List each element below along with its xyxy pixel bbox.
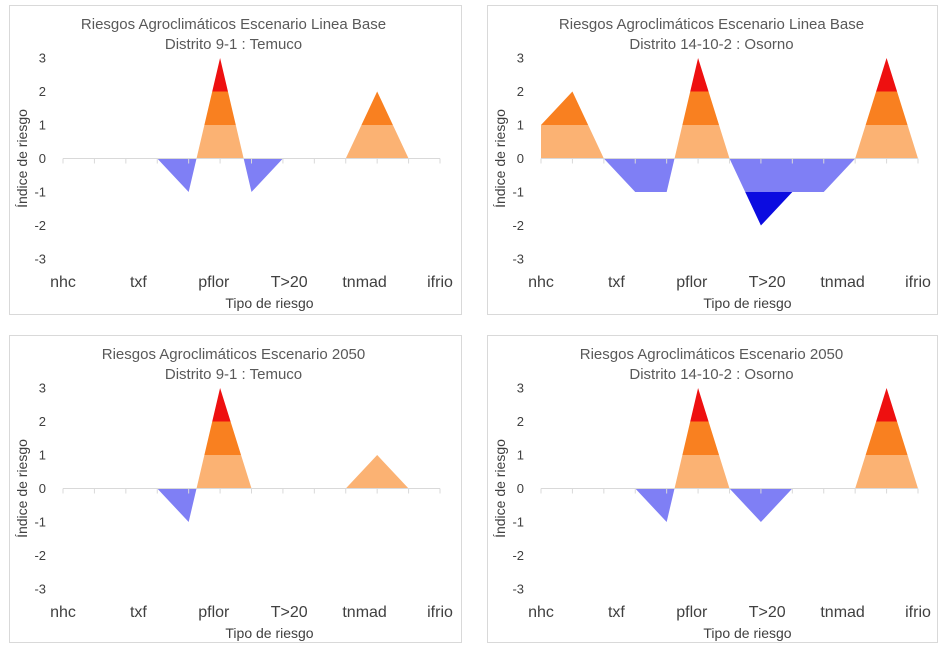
chart-title: Riesgos Agroclimáticos Escenario 2050	[102, 346, 365, 363]
x-category-label: ifrio	[905, 604, 931, 621]
y-tick-label: 0	[517, 151, 524, 166]
chart-panel-base-osorno: Riesgos Agroclimáticos Escenario Linea B…	[487, 5, 938, 315]
x-category-label: tnmad	[820, 274, 864, 291]
y-tick-label: -2	[512, 218, 524, 233]
y-tick-label: 2	[39, 414, 46, 429]
x-category-label: nhc	[50, 604, 76, 621]
x-axis-title: Tipo de riesgo	[225, 625, 313, 641]
chart-subtitle: Distrito 9-1 : Temuco	[165, 366, 302, 383]
risk-band-negative-1	[541, 488, 918, 522]
y-tick-label: -1	[512, 185, 524, 200]
x-category-label: ifrio	[905, 274, 931, 291]
risk-band-level-3	[212, 58, 378, 92]
risk-band-level-1	[541, 455, 918, 489]
y-tick-label: -1	[512, 515, 524, 530]
y-tick-label: -3	[34, 582, 46, 597]
y-axis-title: Índice de riesgo	[492, 439, 508, 538]
risk-chart: Riesgos Agroclimáticos Escenario 2050 Dis…	[14, 346, 453, 641]
x-category-label: nhc	[528, 604, 554, 621]
y-tick-label: 0	[517, 481, 524, 496]
risk-band-level-3	[572, 58, 898, 92]
chart-subtitle: Distrito 14-10-2 : Osorno	[629, 366, 793, 383]
risk-chart: Riesgos Agroclimáticos Escenario Linea B…	[492, 16, 931, 311]
chart-panel-2050-temuco: Riesgos Agroclimáticos Escenario 2050 Dis…	[9, 335, 462, 643]
y-tick-label: 3	[517, 51, 524, 66]
risk-band-level-1	[541, 125, 918, 159]
y-tick-label: 0	[39, 481, 46, 496]
y-tick-label: 3	[39, 51, 46, 66]
x-category-label: nhc	[528, 274, 554, 291]
x-category-label: txf	[130, 274, 147, 291]
y-tick-label: 3	[517, 381, 524, 396]
y-tick-label: -1	[34, 185, 46, 200]
x-category-label: tnmad	[342, 274, 386, 291]
x-category-label: T>20	[749, 604, 786, 621]
chart-subtitle: Distrito 9-1 : Temuco	[165, 36, 302, 53]
risk-band-level-1	[63, 455, 440, 489]
chart-panel-base-temuco: Riesgos Agroclimáticos Escenario Linea B…	[9, 5, 462, 315]
chart-subtitle: Distrito 14-10-2 : Osorno	[629, 36, 793, 53]
risk-band-negative-1	[541, 158, 918, 192]
x-axis-title: Tipo de riesgo	[225, 295, 313, 311]
risk-band-level-3	[212, 388, 231, 422]
y-tick-label: 2	[517, 84, 524, 99]
x-category-label: ifrio	[427, 274, 453, 291]
y-tick-label: -3	[512, 252, 524, 267]
y-axis-title: Índice de riesgo	[14, 109, 30, 208]
risk-band-level-2	[682, 421, 908, 455]
x-category-label: T>20	[749, 274, 786, 291]
x-category-label: pflor	[198, 604, 230, 621]
x-category-label: T>20	[271, 604, 308, 621]
y-tick-label: 2	[517, 414, 524, 429]
x-category-label: tnmad	[342, 604, 386, 621]
x-category-label: nhc	[50, 274, 76, 291]
y-tick-label: 1	[517, 448, 524, 463]
y-tick-label: -2	[34, 548, 46, 563]
risk-band-level-2	[204, 421, 378, 455]
risk-band-level-2	[541, 91, 908, 125]
risk-band-level-2	[204, 91, 393, 125]
y-tick-label: -3	[512, 582, 524, 597]
y-tick-label: -3	[34, 252, 46, 267]
x-category-label: txf	[608, 604, 625, 621]
chart-title: Riesgos Agroclimáticos Escenario 2050	[580, 346, 843, 363]
x-category-label: pflor	[676, 604, 708, 621]
x-category-label: tnmad	[820, 604, 864, 621]
y-axis-title: Índice de riesgo	[492, 109, 508, 208]
y-tick-label: 0	[39, 151, 46, 166]
x-category-label: txf	[608, 274, 625, 291]
risk-chart: Riesgos Agroclimáticos Escenario 2050 Dis…	[492, 346, 931, 641]
chart-title: Riesgos Agroclimáticos Escenario Linea B…	[81, 16, 386, 33]
risk-band-level-1	[63, 125, 440, 159]
y-tick-label: 1	[39, 448, 46, 463]
x-category-label: pflor	[198, 274, 230, 291]
x-category-label: txf	[130, 604, 147, 621]
y-tick-label: 3	[39, 381, 46, 396]
y-tick-label: 1	[517, 118, 524, 133]
y-tick-label: 1	[39, 118, 46, 133]
risk-band-negative-1	[63, 158, 440, 192]
y-tick-label: -2	[512, 548, 524, 563]
x-axis-title: Tipo de riesgo	[703, 295, 791, 311]
chart-panel-2050-osorno: Riesgos Agroclimáticos Escenario 2050 Dis…	[487, 335, 938, 643]
risk-band-negative-2	[635, 192, 824, 226]
x-category-label: pflor	[676, 274, 708, 291]
x-category-label: ifrio	[427, 604, 453, 621]
y-axis-title: Índice de riesgo	[14, 439, 30, 538]
y-tick-label: -1	[34, 515, 46, 530]
risk-band-negative-1	[63, 488, 440, 522]
y-tick-label: 2	[39, 84, 46, 99]
risk-band-level-3	[690, 388, 898, 422]
risk-chart: Riesgos Agroclimáticos Escenario Linea B…	[14, 16, 453, 311]
x-category-label: T>20	[271, 274, 308, 291]
y-tick-label: -2	[34, 218, 46, 233]
chart-title: Riesgos Agroclimáticos Escenario Linea B…	[559, 16, 864, 33]
x-axis-title: Tipo de riesgo	[703, 625, 791, 641]
